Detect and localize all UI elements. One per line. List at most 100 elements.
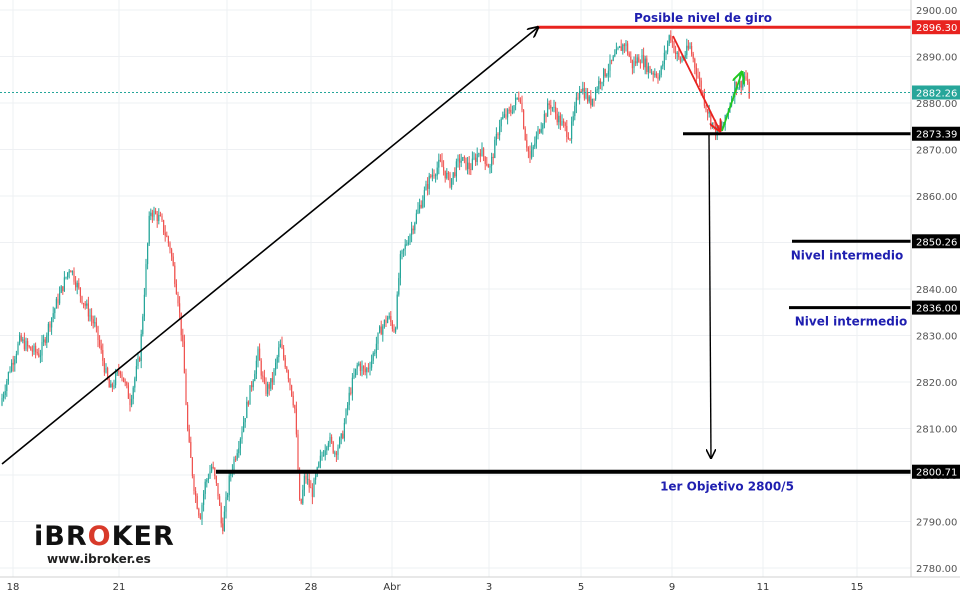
candle-body [217,483,219,497]
candle-body [460,160,462,163]
candle-body [364,368,366,373]
candle-body [537,129,539,136]
candle-body [110,383,112,388]
candle-body [495,134,497,140]
candle-body [532,146,534,150]
candle-body [51,317,53,328]
candle-body [220,505,222,524]
candle-body [299,471,301,500]
candle-body [222,523,224,532]
candle-body [44,339,46,343]
candle-body [507,109,509,118]
candle-body [132,387,134,399]
candle-body [374,352,376,354]
candle-body [524,128,526,141]
candle-body [38,353,40,357]
candle-body [11,362,13,372]
candle-body [606,74,608,77]
candle-body [239,438,241,449]
candle-body [17,343,19,354]
candle-body [548,103,550,106]
candle-body [155,210,157,214]
candle-body [369,367,371,369]
candle-body [131,398,133,406]
candle-body [147,243,149,265]
candle-body [207,478,209,480]
candle-body [92,319,94,324]
candle-body [350,392,352,394]
candle-body [343,422,345,439]
candle-body [1,397,3,406]
candle-body [643,54,645,68]
candle-body [591,98,593,106]
candle-body [27,341,29,346]
candle-body [347,405,349,410]
candle-body [446,172,448,179]
candle-body [539,129,541,133]
candle-body [620,46,622,51]
candle-body [116,370,118,374]
candle-body [198,508,200,516]
candle-body [598,80,600,90]
candle-body [433,174,435,177]
candle-body [321,455,323,457]
candle-body [478,153,480,155]
candle-body [663,52,665,65]
logo-url: www.ibroker.es [47,552,151,566]
candle-body [81,296,83,304]
annotation-label: Posible nivel de giro [634,11,772,25]
candle-body [550,105,552,109]
candle-body [95,322,97,327]
candle-body [425,183,427,191]
price-badge-bg [912,234,960,249]
candle-body [196,495,198,509]
candle-body [63,277,65,291]
candle-body [409,235,411,243]
y-tick-label: 2870.00 [916,146,957,157]
candle-body [700,80,702,92]
price-badge-label: 2800.71 [916,468,957,479]
candle-body [14,359,16,365]
candle-body [35,345,37,353]
candle-body [743,76,745,80]
candle-body [516,97,518,99]
candle-body [635,61,637,64]
logo-text-post: KER [112,521,175,552]
candle-body [454,172,456,177]
price-candles [1,30,750,535]
x-tick-label: 18 [7,582,20,593]
candle-body [705,105,707,110]
candle-body [708,112,710,114]
svg-text:iBROKER: iBROKER [34,521,175,552]
candle-body [87,303,89,317]
candle-body [380,326,382,335]
candle-body [679,57,681,62]
candle-body [734,81,736,98]
candle-body [342,433,344,439]
candle-body [467,162,469,170]
candle-body [435,175,437,177]
candle-body [105,368,107,373]
candle-body [494,139,496,158]
candle-body [356,365,358,369]
candle-body [259,348,261,361]
candle-body [339,438,341,448]
candle-body [267,384,269,394]
candle-body [211,466,213,472]
candle-body [702,91,704,94]
candle-body [484,156,486,164]
candle-body [670,35,672,41]
candle-body [423,190,425,201]
candle-body [483,148,485,157]
candle-body [108,378,110,388]
price-badge-bg [912,85,960,100]
candle-body [137,358,139,367]
price-badge-bg [912,20,960,35]
candle-body [329,436,331,444]
candle-body [687,45,689,49]
candle-body [697,75,699,78]
candle-body [260,360,262,376]
candle-body [599,80,601,84]
candle-body [215,475,217,484]
candle-body [686,45,688,56]
